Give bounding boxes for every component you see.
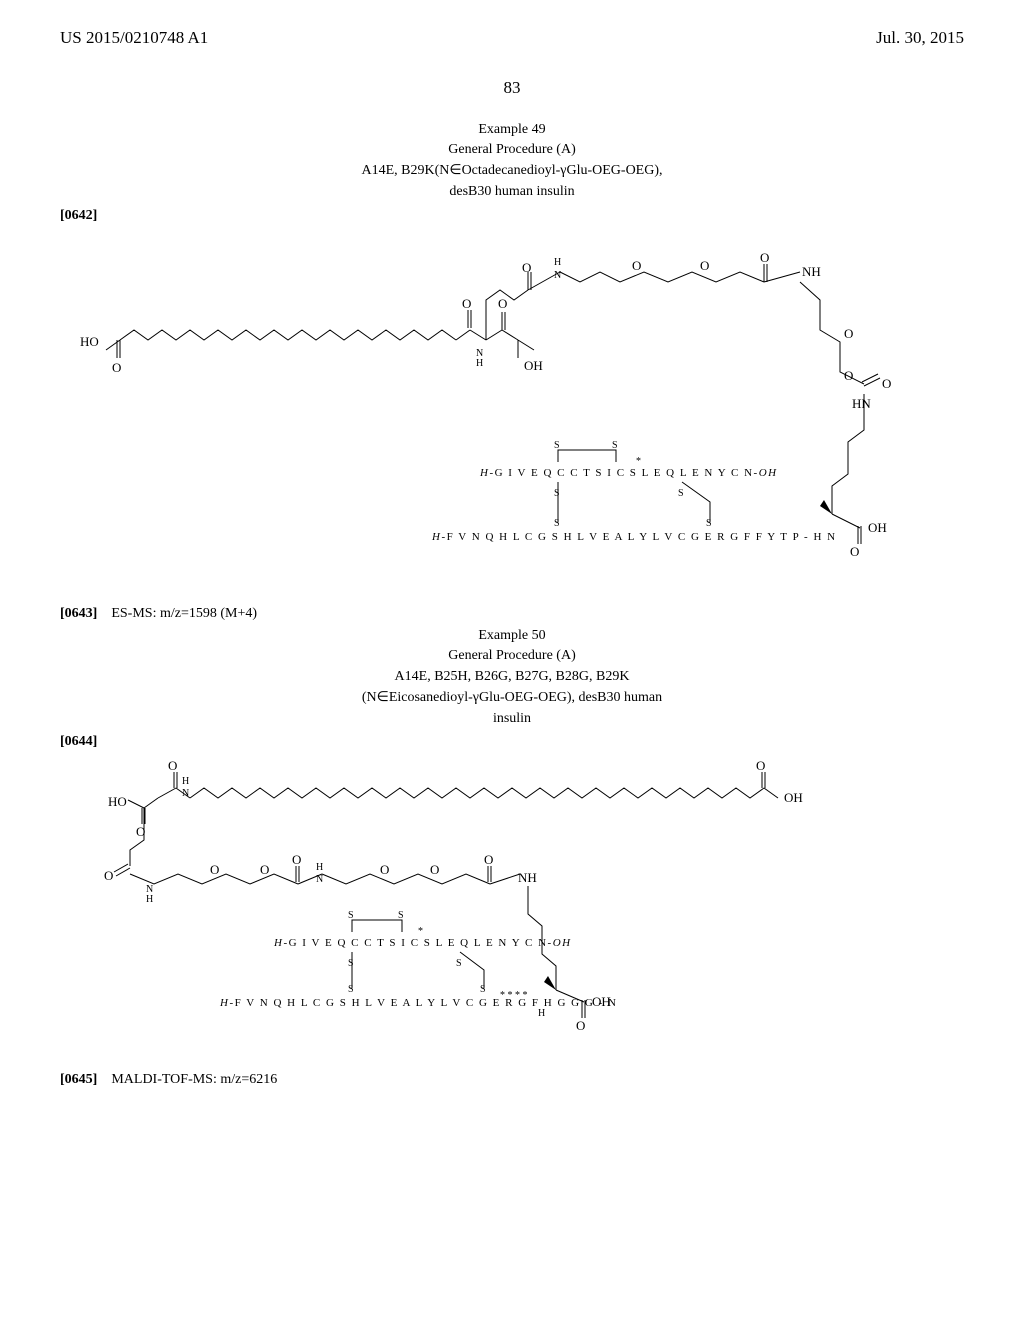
label-o: O bbox=[112, 360, 121, 375]
example50-title: Example 50 bbox=[60, 628, 964, 644]
label-s: S bbox=[706, 518, 712, 529]
label-o: O bbox=[484, 852, 493, 867]
label-n: N bbox=[554, 270, 561, 281]
example50-compound-2: (N∈Eicosanedioyl-γGlu-OEG-OEG), desB30 h… bbox=[60, 689, 964, 708]
ms-text-50: MALDI-TOF-MS: m/z=6216 bbox=[111, 1072, 277, 1087]
label-o: O bbox=[498, 296, 507, 311]
example49-compound-1: A14E, B29K(N∈Octadecanedioyl-γGlu-OEG-OE… bbox=[60, 162, 964, 181]
publication-number: US 2015/0210748 A1 bbox=[60, 28, 208, 48]
label-o: O bbox=[104, 868, 113, 883]
para-0644: [0644] bbox=[60, 734, 97, 749]
label-ho: HO bbox=[80, 334, 99, 349]
b-chain-seq-50: H-F V N Q H L C G S H L V E A L Y L V C … bbox=[219, 997, 617, 1009]
label-h: H bbox=[538, 1008, 545, 1019]
label-oh: OH bbox=[784, 790, 803, 805]
label-o: O bbox=[380, 862, 389, 877]
label-o: O bbox=[700, 258, 709, 273]
page-number: 83 bbox=[0, 78, 1024, 98]
structure-diagram-50: HO O H N O OH O O N H O O O H N O O O NH… bbox=[60, 756, 964, 1066]
label-o: O bbox=[632, 258, 641, 273]
label-o: O bbox=[136, 824, 145, 839]
label-o: O bbox=[522, 260, 531, 275]
label-n: N bbox=[316, 874, 323, 885]
label-s: S bbox=[348, 910, 354, 921]
a-chain-seq-50: H-G I V E Q C C T S I C S L E Q L E N Y … bbox=[273, 937, 572, 949]
label-o: O bbox=[760, 250, 769, 265]
label-o: O bbox=[850, 544, 859, 559]
label-ho: HO bbox=[108, 794, 127, 809]
label-s: S bbox=[554, 488, 560, 499]
para-0642: [0642] bbox=[60, 208, 97, 223]
label-h: H bbox=[316, 862, 323, 873]
structure-diagram-49: HO O O O N H OH O H N O O O NH O O O HN … bbox=[60, 230, 964, 600]
label-o: O bbox=[844, 368, 853, 383]
label-o: O bbox=[462, 296, 471, 311]
label-o: O bbox=[882, 376, 891, 391]
example49-title: Example 49 bbox=[60, 122, 964, 138]
example49-procedure: General Procedure (A) bbox=[60, 142, 964, 158]
label-star: * bbox=[418, 926, 423, 937]
example50-compound-1: A14E, B25H, B26G, B27G, B28G, B29K bbox=[60, 668, 964, 687]
example50-compound-3: insulin bbox=[60, 710, 964, 729]
label-h: H bbox=[182, 776, 189, 787]
label-s: S bbox=[480, 984, 486, 995]
label-o: O bbox=[576, 1018, 585, 1033]
label-s: S bbox=[456, 958, 462, 969]
b-chain-seq-49: H-F V N Q H L C G S H L V E A L Y L V C … bbox=[431, 531, 837, 543]
label-nh: NH bbox=[518, 870, 537, 885]
label-s: S bbox=[398, 910, 404, 921]
label-s: S bbox=[554, 440, 560, 451]
label-s: S bbox=[678, 488, 684, 499]
para-0643: [0643] bbox=[60, 606, 97, 621]
label-o: O bbox=[292, 852, 301, 867]
label-h: H bbox=[554, 257, 561, 268]
label-s: S bbox=[348, 958, 354, 969]
label-o: O bbox=[756, 758, 765, 773]
label-o: O bbox=[430, 862, 439, 877]
label-oh: OH bbox=[868, 520, 887, 535]
label-o: O bbox=[844, 326, 853, 341]
ms-text-49: ES-MS: m/z=1598 (M+4) bbox=[111, 606, 257, 621]
label-n: N bbox=[182, 788, 189, 799]
label-nh: NH bbox=[802, 264, 821, 279]
label-star: * bbox=[636, 456, 641, 467]
label-o: O bbox=[210, 862, 219, 877]
a-chain-seq-49: H-G I V E Q C C T S I C S L E Q L E N Y … bbox=[479, 467, 778, 479]
example50-procedure: General Procedure (A) bbox=[60, 648, 964, 664]
label-s: S bbox=[612, 440, 618, 451]
label-o: O bbox=[168, 758, 177, 773]
label-s: S bbox=[348, 984, 354, 995]
example49-compound-2: desB30 human insulin bbox=[60, 183, 964, 202]
label-o: O bbox=[260, 862, 269, 877]
label-oh: OH bbox=[524, 358, 543, 373]
label-hn: HN bbox=[852, 396, 871, 411]
label-h: H bbox=[146, 894, 153, 905]
para-0645: [0645] bbox=[60, 1072, 97, 1087]
label-h: H bbox=[476, 358, 483, 369]
publication-date: Jul. 30, 2015 bbox=[876, 28, 964, 48]
label-s: S bbox=[554, 518, 560, 529]
